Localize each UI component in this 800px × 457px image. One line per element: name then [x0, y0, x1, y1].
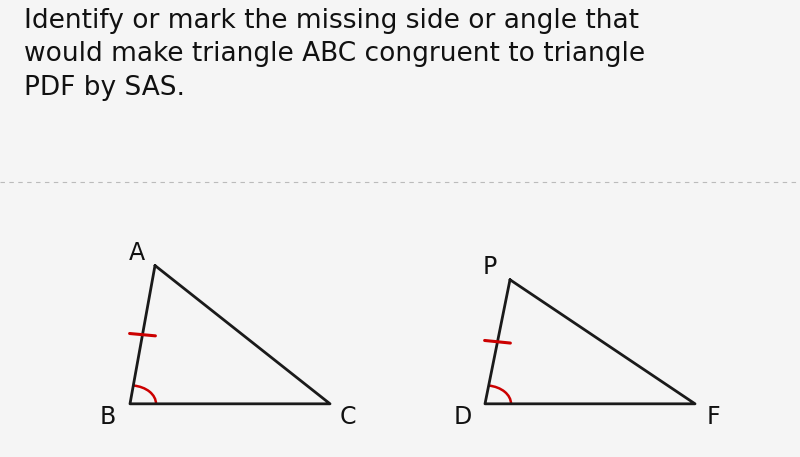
Text: B: B — [100, 404, 116, 429]
Text: P: P — [483, 255, 497, 279]
Text: F: F — [706, 404, 720, 429]
Text: Identify or mark the missing side or angle that
would make triangle ABC congruen: Identify or mark the missing side or ang… — [24, 8, 645, 101]
Text: C: C — [340, 404, 356, 429]
Text: D: D — [454, 404, 472, 429]
Text: A: A — [129, 241, 145, 265]
